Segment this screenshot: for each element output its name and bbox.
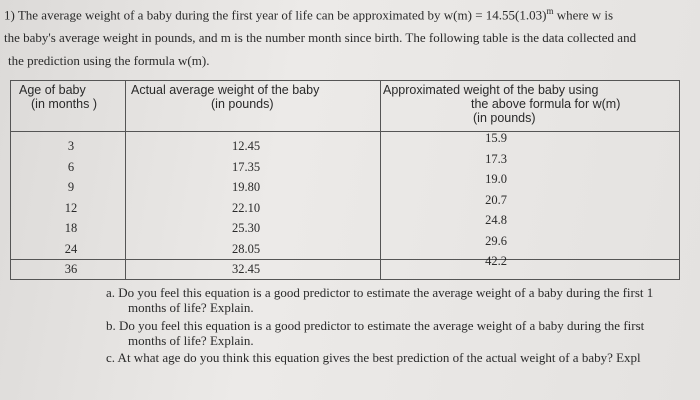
table-cell: 12.45 <box>231 139 261 153</box>
header-cell: Age of baby <box>19 83 86 97</box>
intro-line-3: the prediction using the formula w(m). <box>8 53 210 68</box>
header-cell: Approximated weight of the baby using <box>383 83 599 97</box>
table-cell: 19.0 <box>485 172 507 186</box>
table-cell: 18 <box>64 221 78 235</box>
intro-line-1: 1) The average weight of a baby during t… <box>4 6 613 23</box>
table-cell: 6 <box>67 159 75 174</box>
formula: w(m) = 14.55(1.03) <box>443 7 547 23</box>
table-cell: 19.80 <box>231 180 261 194</box>
question: c. At what age do you think this equatio… <box>106 350 641 365</box>
header-line <box>11 131 679 132</box>
table-cell: 15.9 <box>485 131 507 145</box>
table-cell: 17.35 <box>231 159 261 174</box>
table-cell: 22.10 <box>231 200 261 215</box>
question: months of life? Explain. <box>128 333 254 348</box>
table-cell: 25.30 <box>231 221 261 235</box>
question: b. Do you feel this equation is a good p… <box>106 318 645 333</box>
table-cell: 3 <box>67 139 75 153</box>
data-table: Age of baby (in months ) Actual average we… <box>10 80 680 280</box>
table-cell: 24.8 <box>485 213 507 227</box>
exponent: m <box>546 6 554 16</box>
header-cell: Actual average weight of the baby <box>131 83 320 97</box>
table-cell: 9 <box>67 180 75 194</box>
row-line <box>11 259 679 260</box>
table-cell: 24 <box>64 241 78 256</box>
table-cell: 17.3 <box>485 151 507 166</box>
header-cell: (in months ) <box>31 97 97 111</box>
table-cell: 29.6 <box>485 233 507 248</box>
table-cell: 32.45 <box>231 262 261 276</box>
table-cell: 28.05 <box>231 241 261 256</box>
intro-text: 1) The average weight of a baby during t… <box>4 7 444 23</box>
question: a. Do you feel this equation is a good p… <box>106 285 654 300</box>
header-cell: (in pounds) <box>473 111 536 125</box>
column-line <box>125 81 126 279</box>
table-cell: 42.2 <box>485 254 507 268</box>
header-cell: the above formula for w(m) <box>471 97 621 111</box>
intro-text: where w is <box>553 7 614 23</box>
question: months of life? Explain. <box>128 300 254 315</box>
header-cell: (in pounds) <box>211 97 274 111</box>
column-line <box>380 81 381 279</box>
table-cell: 36 <box>64 262 78 276</box>
intro-line-2: the baby's average weight in pounds, and… <box>4 30 637 45</box>
table-cell: 12 <box>64 200 78 215</box>
table-cell: 20.7 <box>485 192 507 207</box>
